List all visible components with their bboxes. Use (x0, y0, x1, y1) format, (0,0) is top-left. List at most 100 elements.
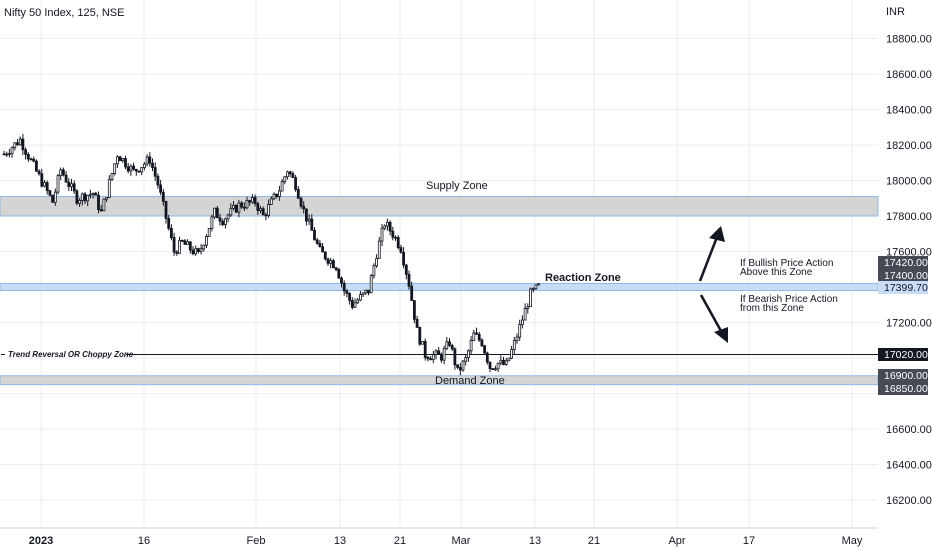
candle-body (75, 190, 79, 204)
candle-body (442, 348, 446, 361)
y-tick-label: 16600.00 (886, 424, 932, 436)
bullish-arrow-icon[interactable] (698, 226, 725, 282)
candle-body (113, 163, 117, 174)
candle-body (167, 218, 171, 229)
chart-title: Nifty 50 Index, 125, NSE (4, 7, 124, 19)
candle-body (434, 350, 438, 356)
candle-body (253, 197, 257, 204)
candle-body (342, 282, 346, 292)
price-tag (878, 348, 928, 361)
candle-body (526, 306, 530, 309)
bearish-arrow-icon[interactable] (699, 294, 728, 343)
candle-body (121, 158, 125, 162)
candle-body (67, 181, 71, 187)
candle-body (129, 165, 133, 172)
candle-body (80, 193, 84, 201)
candle-body (358, 294, 362, 301)
candle-body (137, 170, 141, 173)
x-tick-label: 13 (334, 535, 346, 547)
supply-zone-band (0, 195, 879, 217)
candle-body (35, 160, 38, 172)
candle-body (234, 204, 238, 213)
candle-body (223, 218, 227, 225)
candle-body (512, 340, 516, 350)
candle-body (418, 327, 422, 345)
candle-body (529, 288, 532, 308)
candle-body (304, 208, 308, 222)
candle-body (431, 354, 435, 360)
candle-body (399, 247, 403, 253)
candle-body (510, 349, 514, 359)
candle-body (164, 200, 168, 219)
candle-body (45, 182, 49, 192)
price-tag (878, 269, 928, 282)
y-tick-label: 18000.00 (886, 176, 932, 188)
price-tag (878, 369, 928, 382)
candle-body (32, 158, 36, 162)
candle-body (361, 292, 365, 296)
candle-body (523, 308, 527, 321)
candle-body (469, 340, 473, 352)
candle-body (415, 318, 419, 328)
candle-body (186, 241, 190, 245)
candle-body (313, 229, 316, 241)
candle-body (466, 350, 470, 359)
candle-body (318, 242, 322, 248)
candle-body (213, 207, 217, 218)
candle-body (10, 147, 14, 155)
candle-body (132, 165, 136, 170)
x-axis[interactable]: 2023 16 Feb 13 21 Mar 13 21 Apr 17 May (0, 527, 878, 547)
candle-body (380, 227, 384, 242)
candle-body (491, 368, 495, 370)
y-axis[interactable]: INR 18800.00 18600.00 18400.00 18200.00 1800… (886, 6, 932, 507)
candle-body (180, 239, 184, 242)
candle-body (124, 158, 127, 168)
candle-body (24, 149, 28, 155)
candle-body (59, 169, 63, 177)
candle-body (337, 269, 341, 279)
candle-body (248, 200, 252, 203)
candle-body (56, 175, 60, 193)
candle-body (172, 237, 176, 253)
candle-body (202, 244, 206, 250)
candle-body (256, 203, 260, 211)
candle-body (48, 190, 52, 196)
candle-body (518, 324, 522, 338)
candle-body (356, 299, 360, 304)
candle-body (175, 251, 179, 254)
x-tick-label: 16 (138, 535, 150, 547)
y-tick-label: 17800.00 (886, 211, 932, 223)
x-tick-label: 2023 (29, 535, 53, 547)
candle-body (280, 181, 284, 192)
candle-body (310, 218, 314, 231)
candle-body (326, 258, 330, 264)
candle-body (531, 288, 535, 291)
y-tick-label: 18200.00 (886, 140, 932, 152)
x-tick-label: Mar (452, 535, 471, 547)
candle-body (169, 228, 173, 238)
candle-body (450, 345, 454, 350)
y-tick-label: 18800.00 (886, 34, 932, 46)
candle-body (250, 197, 254, 203)
candle-body (350, 299, 354, 308)
candle-body (178, 239, 181, 254)
candle-body (423, 341, 427, 358)
candle-body (70, 183, 73, 187)
candle-body (323, 251, 327, 260)
candle-body (367, 289, 370, 294)
candle-body (40, 173, 44, 187)
price-tag-label: 17020.00 (884, 349, 928, 361)
candle-body (534, 284, 538, 290)
candle-body (483, 345, 487, 354)
candle-body (26, 153, 30, 160)
candle-body (372, 265, 376, 277)
candle-body (232, 204, 235, 209)
candle-body (99, 209, 103, 212)
candle-body (53, 191, 57, 203)
candle-body (272, 193, 276, 200)
candle-body (383, 225, 387, 229)
candle-body (153, 167, 157, 177)
candle-body (105, 196, 108, 200)
